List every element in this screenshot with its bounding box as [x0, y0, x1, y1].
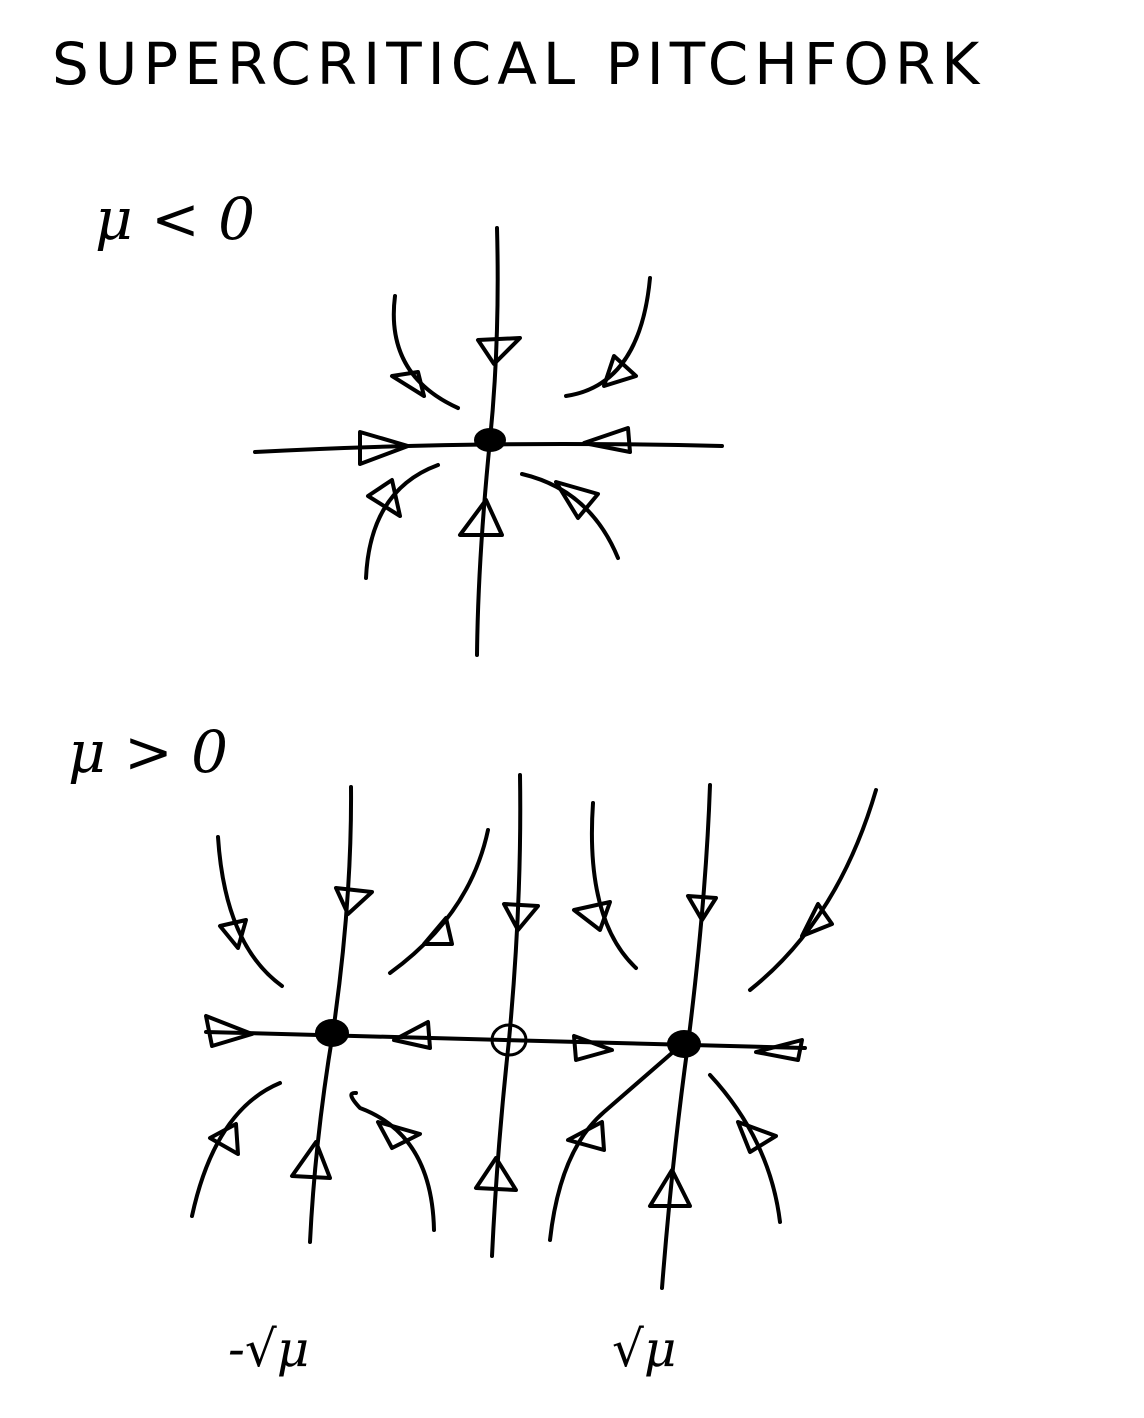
- arrow-left-axis: [358, 430, 410, 466]
- panel2-condition: μ > 0: [68, 718, 229, 786]
- arrow-lower-right: [554, 480, 600, 520]
- fixed-point-label-negative: -√μ: [228, 1320, 310, 1378]
- manifold-left: [308, 785, 354, 1244]
- manifold-center: [490, 773, 523, 1258]
- panel1-phase-portrait: [253, 226, 724, 657]
- arrow-traj-top-far-right: [800, 902, 834, 938]
- trajectory-bottom-far-right: [708, 1073, 782, 1224]
- arrow-right-axis: [582, 426, 632, 454]
- trajectory-upper-left: [391, 294, 460, 410]
- trajectory-lower-left: [364, 463, 440, 580]
- arrow-x-far-right: [754, 1038, 804, 1062]
- arrow-bottom-axis: [458, 498, 504, 537]
- arrow-traj-top-inner-right: [572, 900, 612, 932]
- stable-node-right: [667, 1030, 701, 1058]
- stable-node-left: [315, 1019, 349, 1047]
- arrow-traj-bottom-far-left: [208, 1122, 240, 1156]
- trajectory-upper-right: [564, 276, 652, 398]
- arrow-left-bottom: [290, 1140, 332, 1180]
- arrow-left-top: [334, 886, 374, 916]
- arrow-traj-top-inner-left: [422, 916, 454, 946]
- arrow-center-bottom: [474, 1156, 518, 1192]
- trajectory-top-inner-left: [388, 828, 490, 975]
- trajectory-bottom-inner-right: [548, 1044, 682, 1242]
- arrow-x-center-right: [572, 1034, 614, 1062]
- arrow-traj-top-far-left: [218, 918, 248, 950]
- arrow-right-bottom: [648, 1168, 692, 1208]
- trajectory-top-inner-right: [589, 801, 638, 970]
- trajectory-bottom-inner-left: [349, 1090, 436, 1232]
- page-title: SUPERCRITICAL PITCHFORK: [52, 30, 986, 98]
- trajectory-lower-right: [520, 472, 620, 560]
- arrow-top-axis: [476, 336, 522, 366]
- arrow-upper-right: [602, 354, 638, 388]
- arrow-right-top: [686, 894, 718, 922]
- arrow-center-top: [502, 902, 540, 932]
- x-axis: [204, 1030, 807, 1050]
- arrow-upper-left: [390, 370, 426, 398]
- arrow-traj-bottom-inner-left: [376, 1120, 422, 1150]
- trajectory-top-far-left: [216, 835, 284, 988]
- arrow-x-center-left: [392, 1020, 432, 1050]
- stable-node: [474, 428, 506, 452]
- arrow-lower-left: [366, 478, 402, 518]
- arrow-traj-bottom-inner-right: [566, 1120, 606, 1152]
- panel1-condition: μ < 0: [95, 185, 256, 253]
- fixed-point-label-positive: √μ: [612, 1320, 677, 1378]
- arrow-traj-bottom-far-right: [736, 1120, 778, 1154]
- trajectory-top-far-right: [748, 788, 878, 992]
- unstable-node-center: [490, 1023, 528, 1057]
- panel2-phase-portrait: [190, 773, 878, 1290]
- arrow-x-far-left: [204, 1014, 254, 1048]
